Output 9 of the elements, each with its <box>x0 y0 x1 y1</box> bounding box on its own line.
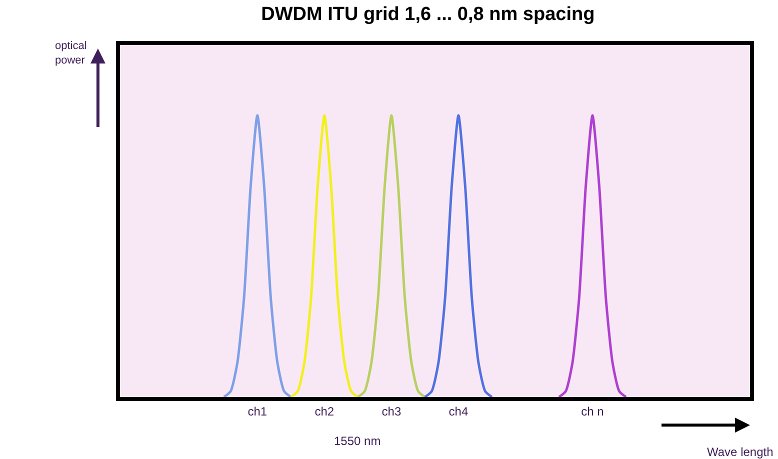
text: 1550 nm <box>334 434 381 448</box>
x-tick-label: ch4 <box>448 404 468 418</box>
x-tick-label: ch n <box>581 404 604 418</box>
text: optical power <box>55 40 87 66</box>
x-axis-title: Wave length <box>707 445 774 459</box>
x-tick-label: ch1 <box>248 404 268 418</box>
x-tick-label: ch3 <box>382 404 402 418</box>
chart-title: DWDM ITU grid 1,6 ... 0,8 nm spacing <box>261 4 595 26</box>
x-tick-label: ch2 <box>314 404 334 418</box>
